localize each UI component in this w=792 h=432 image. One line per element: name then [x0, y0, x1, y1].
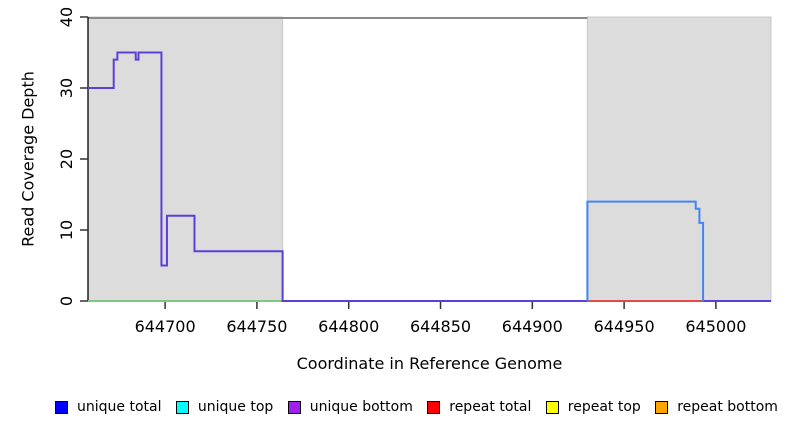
legend-swatch-icon — [55, 400, 68, 414]
series-unique-coverage-right-blue — [586, 200, 705, 301]
x-tick-label: 645000 — [685, 317, 746, 336]
y-tick-label: 30 — [57, 78, 76, 98]
legend-label: repeat bottom — [677, 399, 778, 415]
legend-item: unique total — [55, 399, 161, 415]
legend-label: unique bottom — [309, 399, 413, 415]
legend-item: repeat total — [427, 399, 531, 415]
legend-label: repeat top — [567, 399, 641, 415]
y-tick-label: 20 — [57, 149, 76, 169]
coverage-plot: 644700 644750 644800 644850 644900 644950 6450… — [57, 7, 772, 336]
y-tick-label: 10 — [57, 220, 76, 240]
legend-swatch-icon — [545, 400, 559, 414]
y-axis-label: Read Coverage Depth — [18, 71, 38, 247]
x-tick-label: 644750 — [226, 317, 287, 336]
x-tick-label: 644700 — [135, 317, 196, 336]
shaded-region — [87, 16, 284, 302]
x-axis-label: Coordinate in Reference Genome — [296, 354, 563, 373]
x-tick-label: 644900 — [502, 317, 563, 336]
x-tick-label: 644950 — [594, 317, 655, 336]
legend-swatch-icon — [287, 400, 301, 414]
legend-item: unique top — [175, 399, 274, 415]
legend-item: repeat bottom — [655, 399, 778, 415]
series-unique-coverage-main — [88, 51, 771, 302]
shaded-region — [586, 16, 772, 302]
legend-item: repeat top — [545, 399, 641, 415]
legend-swatch-icon — [175, 400, 189, 414]
legend-item: unique bottom — [287, 399, 413, 415]
legend-label: unique top — [197, 399, 274, 415]
legend-swatch-icon — [427, 400, 441, 414]
legend-label: unique total — [77, 399, 162, 415]
legend-label: repeat total — [449, 399, 532, 415]
x-tick-label: 644800 — [318, 317, 379, 336]
legend: unique total unique top unique bottom repea… — [0, 399, 792, 415]
y-tick-label: 0 — [57, 296, 76, 306]
legend-swatch-icon — [655, 400, 669, 414]
x-tick-label: 644850 — [410, 317, 471, 336]
y-tick-label: 40 — [57, 7, 76, 27]
